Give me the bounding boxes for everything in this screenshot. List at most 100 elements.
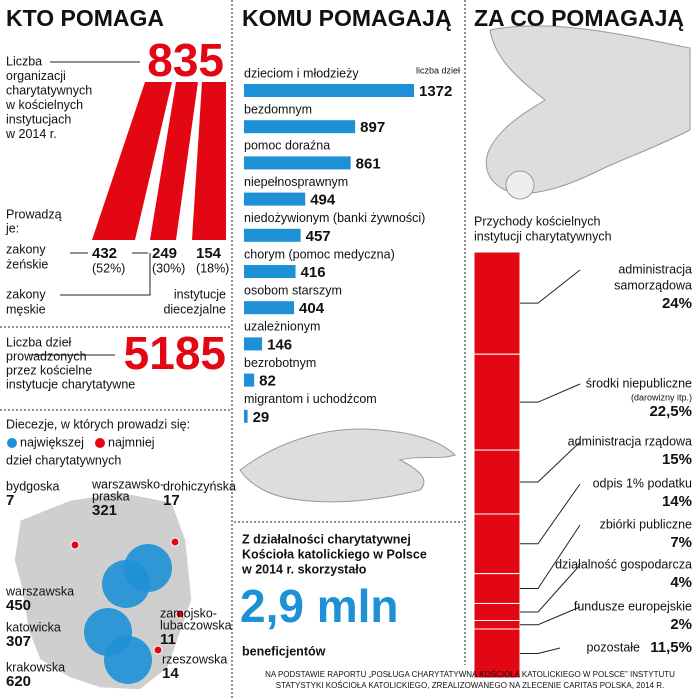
bar [244,265,296,278]
bar-value: 29 [253,409,270,426]
category-label: samorządowa [614,278,692,292]
segment-value: 15% [662,451,692,468]
diocese-value: 450 [6,597,31,614]
led-label: Prowadzą [6,207,62,221]
segment-value: 2% [670,616,692,633]
stripes [92,82,226,240]
category-label: uzależnionym [244,320,320,334]
bar [244,156,351,170]
category-label: chorym (pomoc medyczna) [244,247,395,261]
diocese-value: 620 [6,673,31,690]
org-label: organizacji [6,69,66,83]
section-title: KOMU POMAGAJĄ [242,5,452,31]
beneficiaries-text: Z działalności charytatywnej [242,532,411,546]
works-label: Liczba dzieł [6,335,72,349]
group-label: diecezjalne [163,302,226,316]
org-label: w 2014 r. [5,127,57,141]
segment [473,628,521,679]
group-value: 154 [196,245,222,262]
diocese-name: lubaczowska [160,618,232,632]
bar [244,409,248,423]
source: STATYSTYKI KOŚCIOŁA KATOLICKIEGO, ZREALI… [276,681,664,690]
diocese-area [104,636,152,684]
segment-value: 7% [670,534,692,551]
diocese-value: 17 [163,492,180,509]
bar [244,373,255,387]
diocese-name: krakowska [6,660,65,674]
segment-value: 24% [662,295,692,312]
map-subtitle: dzieł charytatywnych [6,453,121,467]
chart-subtitle: Przychody kościelnych [474,214,600,228]
section-title: KTO POMAGA [6,5,164,31]
category-label: pozostałe [586,640,640,654]
bar-value: 82 [259,373,276,390]
group-value: 432 [92,245,117,262]
category-label: osobom starszym [244,283,342,297]
leader [520,564,581,613]
category-label: dzieciom i młodzieży [244,66,359,80]
section-title: ZA CO POMAGAJĄ [474,5,684,31]
category-label: fundusze europejskie [574,599,692,613]
org-label: charytatywnych [6,83,92,97]
org-label: instytucjach [6,112,71,126]
category-label: niedożywionym (banki żywności) [244,211,425,225]
segment [473,251,521,355]
diocese-dot [153,645,163,655]
bar [244,192,306,206]
legend-dot [95,438,105,448]
diocese-value: 11 [160,631,176,648]
bar-value: 1372 [419,83,452,100]
beneficiaries-unit: beneficjentów [242,644,326,658]
bar-value: 404 [299,300,325,317]
segment [473,449,521,515]
segment [473,353,521,451]
org-count: 835 [147,34,224,86]
diocese-value: 321 [92,502,117,519]
segment-value: 22,5% [649,403,692,420]
diocese-name: warszawsko- [91,477,164,491]
category-label: niepełnosprawnym [244,175,348,189]
works-label: prowadzonych [6,349,87,363]
legend-label: najmniej [108,435,155,449]
works-label: przez kościelne [6,363,92,377]
segment-value: 11,5% [650,639,692,656]
diocese-name: katowicka [6,620,61,634]
leader [520,441,581,483]
segment [473,619,521,630]
bar [244,337,263,351]
category-label: pomoc doraźna [244,139,330,153]
bar-value: 416 [301,264,326,281]
diocese-value: 7 [6,492,14,509]
led-label: je: [5,221,19,235]
group-label: zakony [6,242,46,256]
bar [244,84,414,97]
diocese-dot [175,609,185,619]
category-label: zbiórki publiczne [600,517,692,531]
category-label: środki niepubliczne [586,376,692,390]
category-label: działalność gospodarcza [555,557,692,571]
diocese-dot [170,537,180,547]
beneficiaries-value: 2,9 mln [240,580,399,632]
category-label: administracja rządowa [568,434,692,448]
chart-subtitle: instytucji charytatywnych [474,229,612,243]
leader [520,524,581,590]
bar-value: 146 [267,336,292,353]
leader [520,483,581,545]
org-label: w kościelnych [5,98,83,112]
hand-open [239,428,456,503]
bar [244,120,356,134]
category-label: odpis 1% podatku [593,476,692,490]
group-label: męskie [6,302,46,316]
bar-value: 861 [356,155,381,172]
map-title: Diecezje, w których prowadzi się: [6,417,190,431]
map-poland [13,491,193,691]
diocese-name: bydgoska [6,479,60,493]
category-label: bezrobotnym [244,356,316,370]
group-label: żeńskie [6,257,48,271]
leader [520,269,581,304]
category-label: bezdomnym [244,102,312,116]
group-share: (30%) [152,261,185,275]
category-label: migrantom i uchodźcom [244,392,377,406]
note: (darowizny itp.) [631,392,692,402]
